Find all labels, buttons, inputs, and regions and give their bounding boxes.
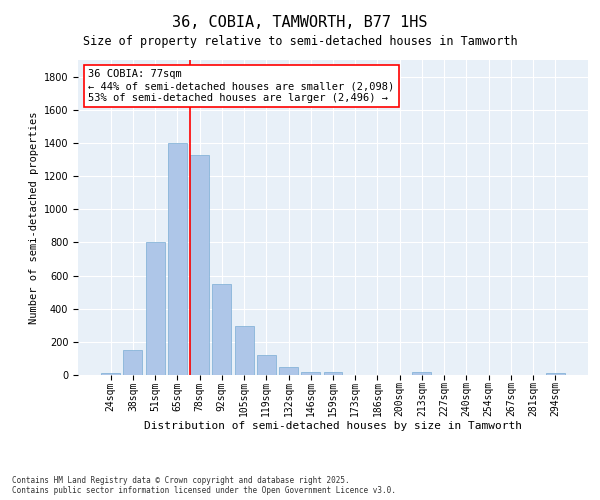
Bar (101, 372, 120, 375)
Bar (168, 143, 187, 375)
Bar (190, 154, 209, 375)
Bar (412, 372, 431, 375)
Bar (146, 242, 164, 375)
Text: 36, COBIA, TAMWORTH, B77 1HS: 36, COBIA, TAMWORTH, B77 1HS (172, 15, 428, 30)
Text: Size of property relative to semi-detached houses in Tamworth: Size of property relative to semi-detach… (83, 35, 517, 48)
Bar (124, 350, 142, 375)
Text: 36 COBIA: 77sqm
← 44% of semi-detached houses are smaller (2,098)
53% of semi-de: 36 COBIA: 77sqm ← 44% of semi-detached h… (88, 70, 394, 102)
Text: Contains HM Land Registry data © Crown copyright and database right 2025.
Contai: Contains HM Land Registry data © Crown c… (12, 476, 396, 495)
Bar (212, 284, 231, 375)
Bar (279, 366, 298, 375)
Bar (546, 374, 565, 375)
X-axis label: Distribution of semi-detached houses by size in Tamworth: Distribution of semi-detached houses by … (144, 420, 522, 430)
Bar (257, 355, 276, 375)
Bar (235, 326, 254, 375)
Bar (301, 372, 320, 375)
Y-axis label: Number of semi-detached properties: Number of semi-detached properties (29, 112, 40, 324)
Bar (323, 372, 343, 375)
